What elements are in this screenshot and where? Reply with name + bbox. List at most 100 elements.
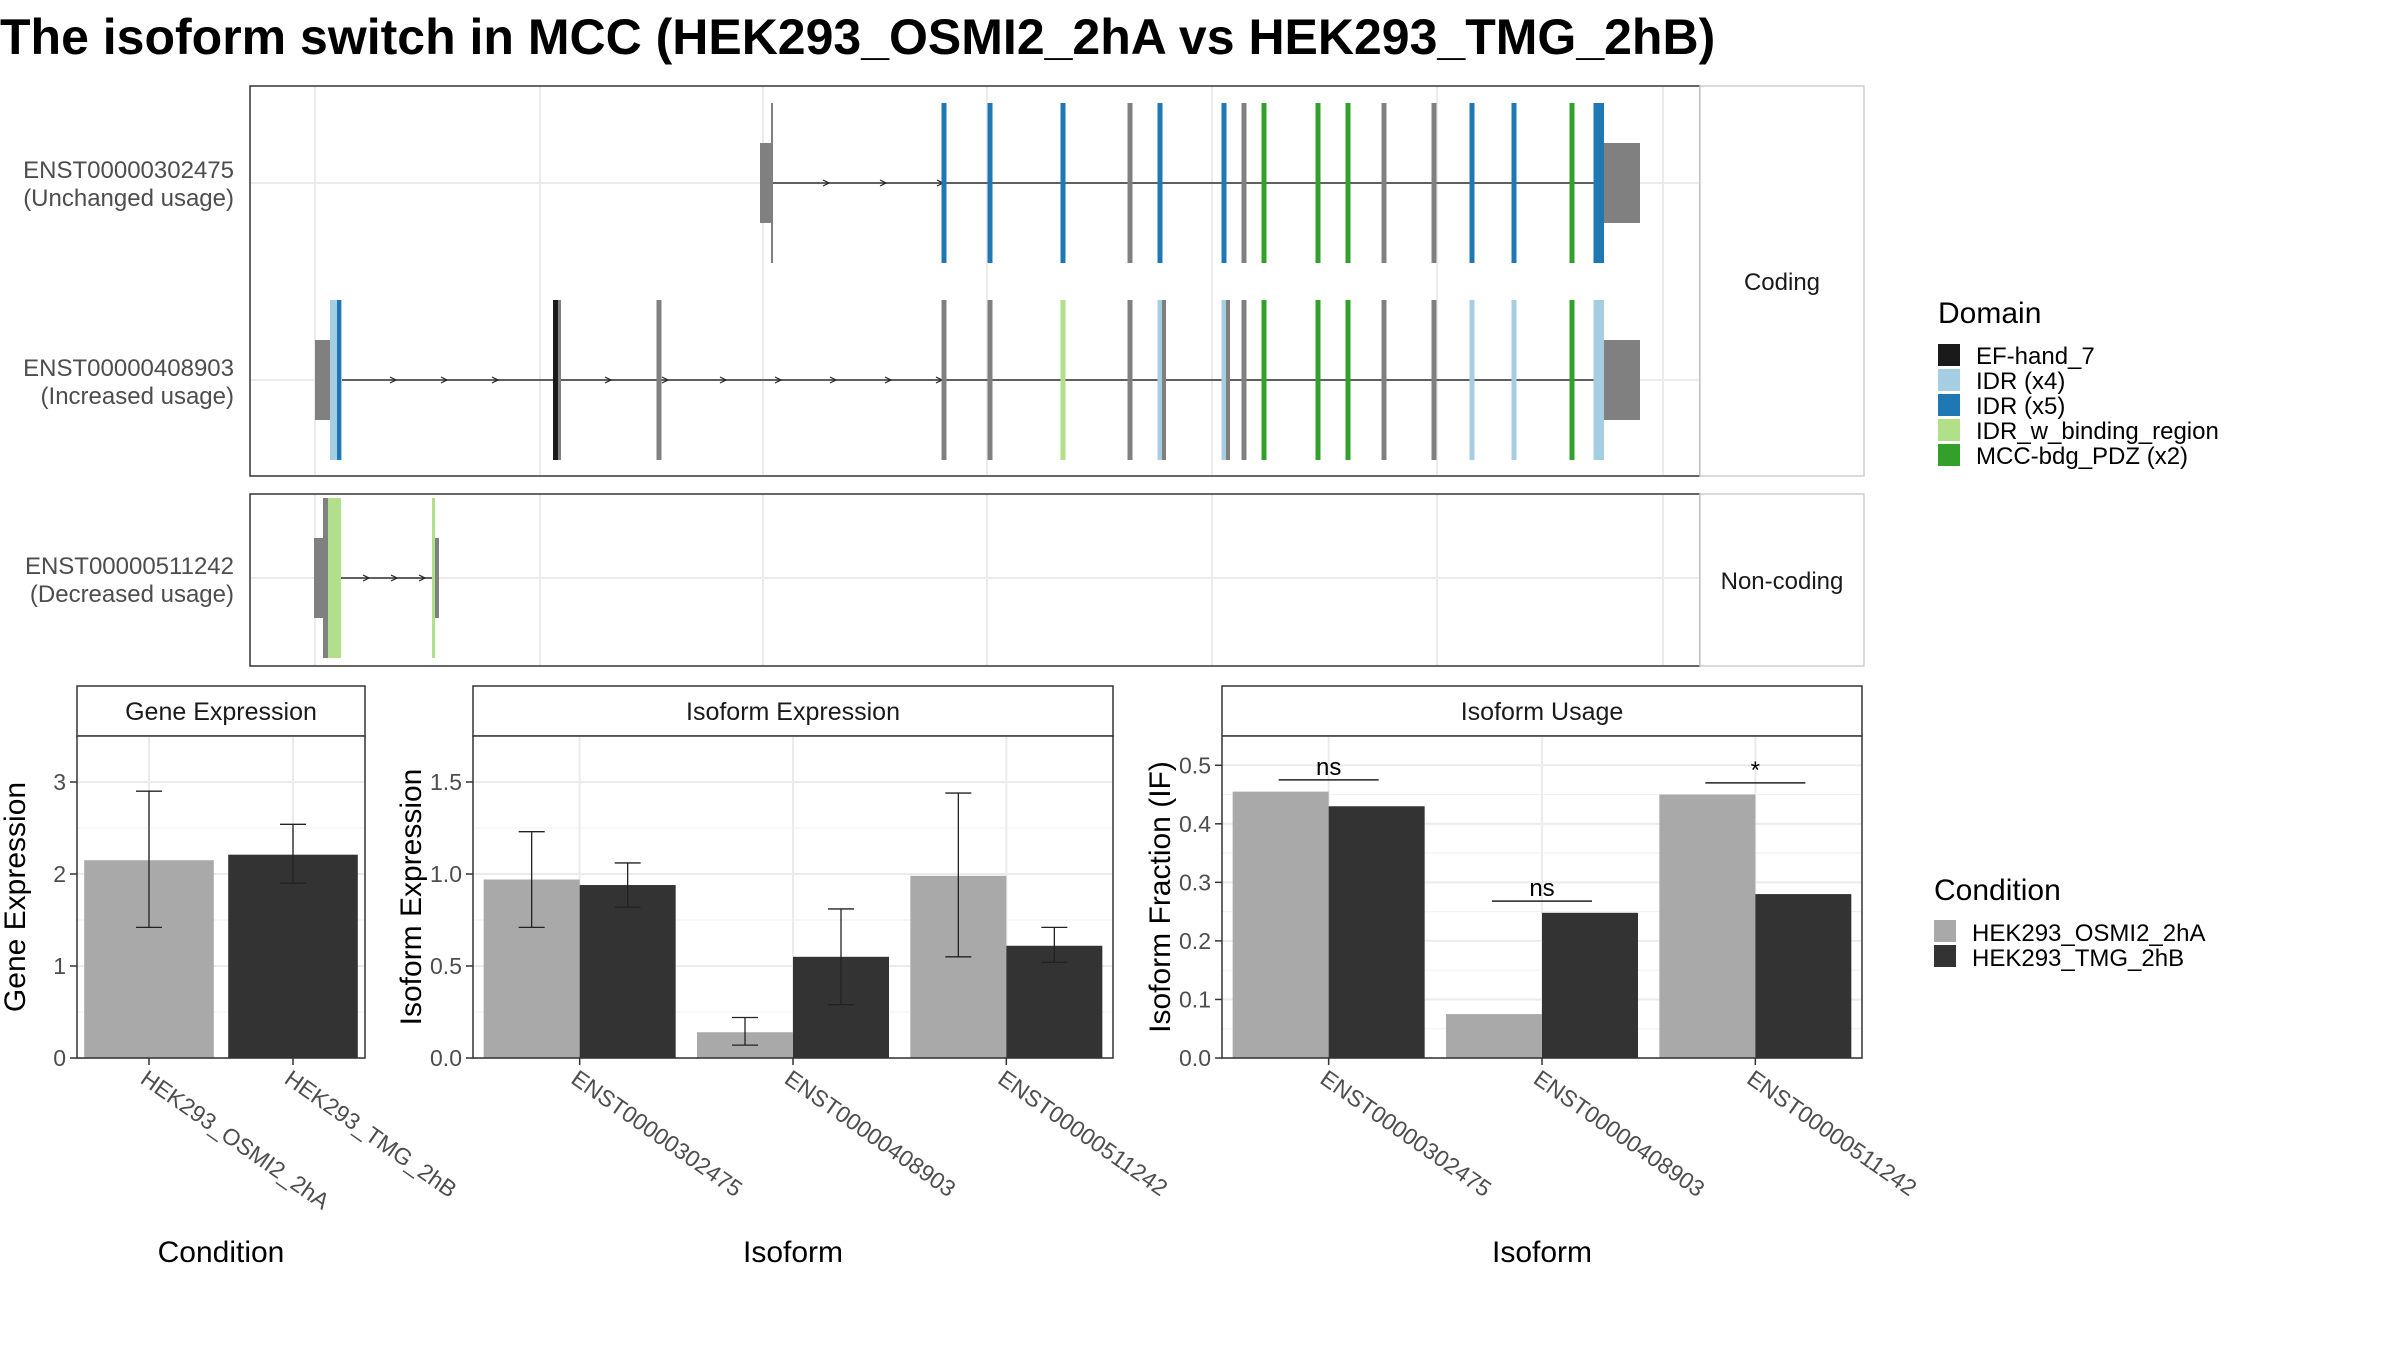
direction-arrow [491, 376, 500, 384]
exon [1431, 103, 1437, 263]
x-axis-title: Condition [158, 1236, 285, 1269]
direction-arrow [661, 376, 670, 384]
facet-strip-noncoding [1699, 493, 1865, 667]
exon [323, 498, 328, 658]
exon [432, 498, 435, 658]
facet-strip [1221, 685, 1863, 737]
figure-title: The isoform switch in MCC (HEK293_OSMI2_… [0, 9, 1715, 65]
bar [1446, 1014, 1542, 1058]
legend-label-mcc-pdz: MCC-bdg_PDZ (x2) [1976, 443, 2188, 470]
exon [553, 300, 559, 460]
facet-strip [76, 685, 366, 737]
facet-strip-coding [1699, 85, 1865, 477]
direction-arrow [389, 376, 398, 384]
exon [1221, 300, 1227, 460]
y-tick-label: 0.2 [1179, 928, 1211, 954]
coding-panel-background [249, 85, 1701, 477]
bar [1755, 894, 1852, 1058]
transcript-usage-label: (Increased usage) [41, 383, 234, 410]
y-tick-label: 0.1 [1179, 986, 1211, 1012]
exon [1569, 300, 1575, 460]
legend-label-cond-a: HEK293_OSMI2_2hA [1972, 920, 2205, 947]
y-axis-title: Isoform Expression [395, 769, 428, 1026]
y-axis-title: Isoform Fraction (IF) [1144, 761, 1177, 1033]
bar [228, 854, 358, 1058]
exon [1162, 300, 1166, 460]
condition-legend-title: Condition [1934, 874, 2061, 907]
exon [337, 300, 341, 460]
x-axis-title: Isoform [743, 1236, 843, 1269]
direction-arrow [604, 376, 613, 384]
legend-key-idr-x5 [1938, 394, 1960, 416]
y-tick-label: 0 [53, 1045, 66, 1071]
exon [760, 143, 772, 223]
exon [1381, 103, 1387, 263]
direction-arrow [390, 574, 399, 582]
legend-key-cond-a [1934, 920, 1956, 942]
transcript-id-label: ENST00000408903 [23, 355, 234, 382]
isoform-usage-chart: Isoform Usage 0.0 0.1 0.2 0.3 0.4 0.5 ns ns * ENST… [1144, 685, 1921, 1269]
chart-title: Isoform Usage [1461, 698, 1624, 726]
y-tick-label: 1.5 [430, 769, 462, 795]
legend-label-idr-x4: IDR (x4) [1976, 368, 2065, 395]
legend-key-ef-hand [1938, 344, 1960, 366]
chart-title: Isoform Expression [686, 698, 900, 726]
bar [1328, 806, 1425, 1058]
exon [1221, 103, 1227, 263]
direction-arrow [362, 574, 371, 582]
exon [1381, 300, 1387, 460]
significance-label: ns [1529, 875, 1554, 902]
y-tick-label: 0.0 [430, 1045, 462, 1071]
legend-label-cond-b: HEK293_TMG_2hB [1972, 945, 2184, 972]
transcript-structure-panel: Coding Non-coding ENST00000302475 (Uncha… [23, 85, 1865, 667]
exon [1603, 340, 1640, 420]
facet-strip [472, 685, 1114, 737]
exon [1511, 103, 1517, 263]
bar [1006, 945, 1103, 1058]
transcript-shapes [314, 103, 1640, 658]
exon [1157, 300, 1163, 460]
facet-label-noncoding: Non-coding [1721, 568, 1844, 595]
exon [1345, 300, 1351, 460]
exon [315, 340, 331, 420]
exon [941, 103, 947, 263]
direction-arrow [774, 376, 783, 384]
legend-label-idr-binding: IDR_w_binding_region [1976, 418, 2219, 445]
exon [941, 300, 947, 460]
domain-legend: Domain EF-hand_7 IDR (x4) IDR (x5) IDR_w… [1938, 297, 2219, 470]
exon [1511, 300, 1517, 460]
exon [1060, 103, 1066, 263]
isoform-expression-chart: Isoform Expression0.00.51.01.5ENST000003… [395, 685, 1172, 1269]
direction-arrow [440, 376, 449, 384]
exon [771, 103, 773, 263]
significance-label: * [1751, 757, 1760, 784]
x-axis-title: Isoform [1492, 1236, 1592, 1269]
exon [1157, 103, 1163, 263]
exon [1569, 103, 1575, 263]
exon [656, 300, 662, 460]
exon [1241, 103, 1247, 263]
legend-key-idr-binding [1938, 419, 1960, 441]
transcript-id-label: ENST00000302475 [23, 157, 234, 184]
y-tick-label: 0.3 [1179, 869, 1211, 895]
y-tick-label: 1.0 [430, 861, 462, 887]
x-tick-label: ENST00000302475 [1316, 1065, 1496, 1202]
legend-key-mcc-pdz [1938, 444, 1960, 466]
bar [579, 885, 676, 1058]
y-axis-title: Gene Expression [0, 782, 32, 1012]
domain-legend-title: Domain [1938, 297, 2041, 330]
bar [1659, 794, 1756, 1058]
bar [1542, 912, 1638, 1058]
condition-legend: Condition HEK293_OSMI2_2hA HEK293_TMG_2h… [1934, 874, 2205, 972]
exon [1241, 300, 1247, 460]
x-tick-label: ENST00000408903 [780, 1065, 960, 1202]
direction-arrow [418, 574, 427, 582]
exon [558, 300, 561, 460]
exon [1226, 300, 1230, 460]
exon [1261, 300, 1267, 460]
legend-key-idr-x4 [1938, 369, 1960, 391]
y-tick-label: 0.5 [1179, 752, 1211, 778]
legend-label-idr-x5: IDR (x5) [1976, 393, 2065, 420]
direction-arrow [884, 376, 893, 384]
exon [1315, 103, 1321, 263]
